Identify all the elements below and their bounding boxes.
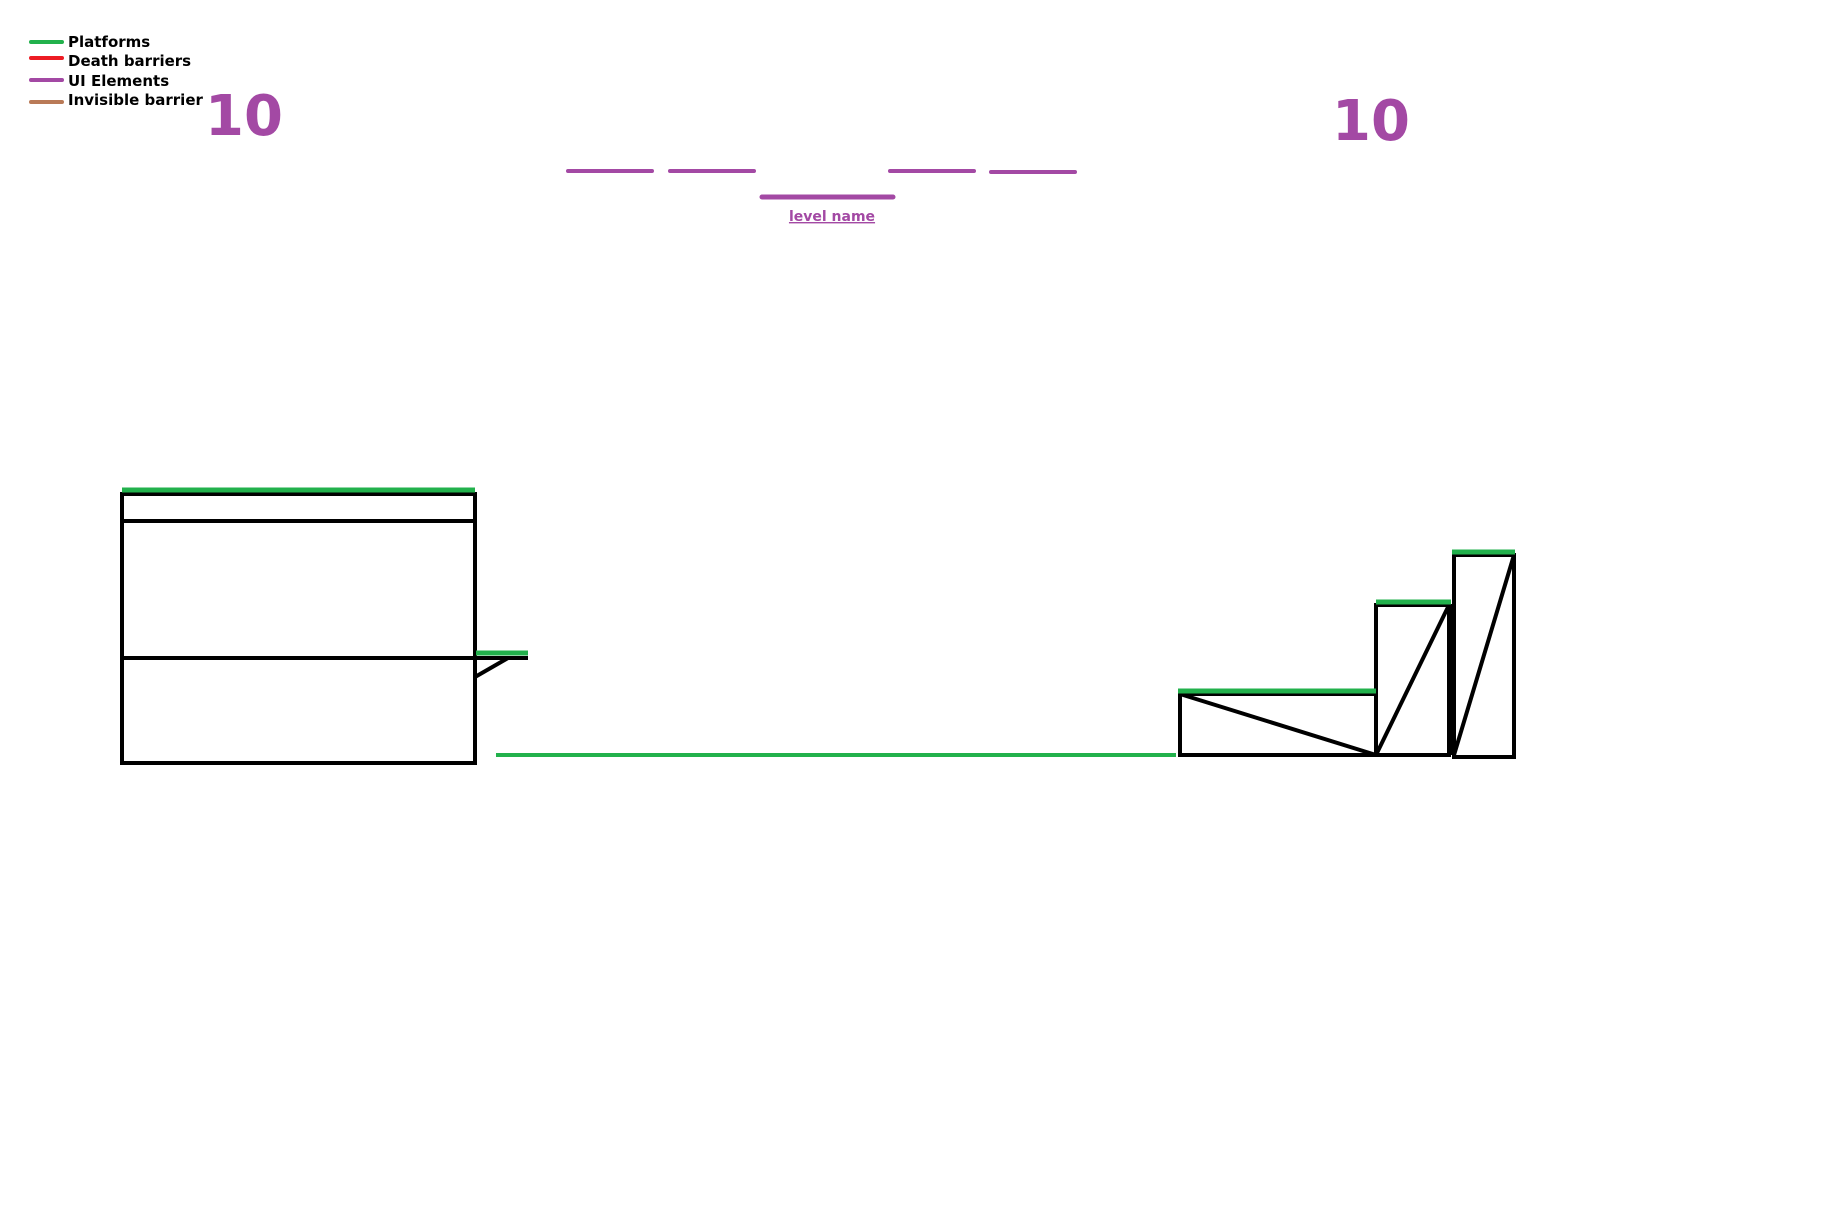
legend-label-ui-elements: UI Elements bbox=[68, 72, 169, 90]
legend-item-ui-elements: UI Elements bbox=[29, 72, 169, 90]
left-building-outline bbox=[120, 492, 477, 765]
legend-label-platforms: Platforms bbox=[68, 33, 150, 51]
stair-block-low-diagonal bbox=[1179, 692, 1377, 757]
legend-item-platforms: Platforms bbox=[29, 33, 150, 51]
legend-item-death-barriers: Death barriers bbox=[29, 52, 191, 70]
level-name-label: level name bbox=[789, 209, 875, 225]
legend: Platforms Death barriers UI Elements Inv… bbox=[29, 33, 203, 109]
score-left: 10 bbox=[205, 84, 283, 149]
right-stairs bbox=[1178, 553, 1516, 759]
left-building bbox=[120, 492, 528, 765]
stair-block-mid-diagonal bbox=[1374, 604, 1451, 756]
legend-item-invisible-barrier: Invisible barrier bbox=[29, 91, 203, 109]
stair-block-high-diagonal bbox=[1452, 554, 1516, 756]
score-right: 10 bbox=[1332, 89, 1410, 154]
legend-label-death-barriers: Death barriers bbox=[68, 52, 191, 70]
legend-label-invisible-barrier: Invisible barrier bbox=[68, 91, 203, 109]
hud-bars bbox=[566, 169, 1077, 200]
left-ledge-brace bbox=[474, 656, 509, 679]
